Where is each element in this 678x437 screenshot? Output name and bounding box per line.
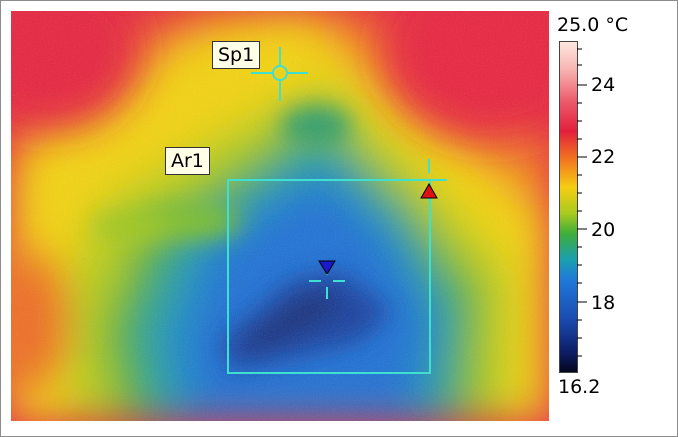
scale-ticks xyxy=(577,48,587,357)
thermal-image-canvas xyxy=(11,11,549,421)
area-label-tag: Ar1 xyxy=(165,147,210,175)
scale-min-label: 16.2 xyxy=(558,376,601,398)
scale-tick-label: 18 xyxy=(591,292,616,314)
spot-label: Sp1 xyxy=(218,44,255,66)
spot-cursor[interactable] xyxy=(251,47,308,101)
temperature-scale-bar xyxy=(559,41,578,373)
scale-tick-label: 24 xyxy=(591,74,616,96)
scale-max-label: 25.0 °C xyxy=(557,14,629,36)
thermal-image[interactable]: Sp1 Ar1 xyxy=(11,11,549,421)
scale-tick-label: 22 xyxy=(591,146,616,168)
scale-tick-label: 20 xyxy=(591,219,616,241)
spot-label-tag: Sp1 xyxy=(212,41,261,69)
area-label: Ar1 xyxy=(171,150,204,172)
area-box[interactable] xyxy=(227,179,431,374)
cold-spot-marker-icon xyxy=(318,260,336,275)
hot-spot-marker-icon xyxy=(420,182,438,199)
